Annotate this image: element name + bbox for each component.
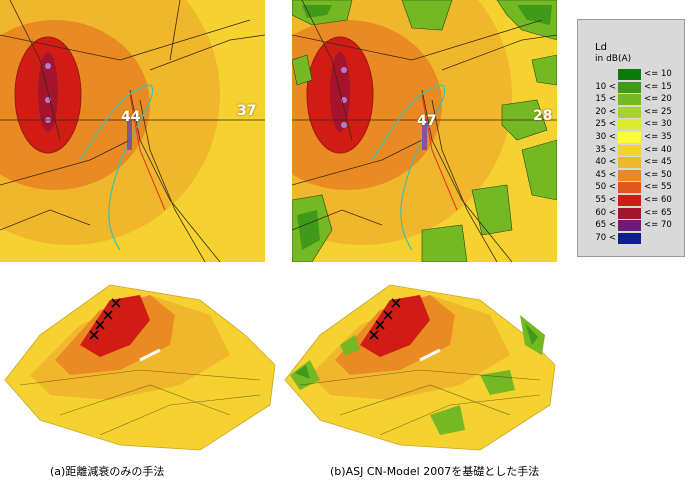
legend-row-lo: 55 <	[595, 195, 616, 205]
legend-title: Ld	[595, 42, 607, 53]
map-left-label-right: 37	[237, 103, 257, 119]
caption-left: (a)距離減衰のみの手法	[50, 465, 165, 478]
legend-swatch	[618, 81, 641, 93]
map-right-label-center: 47	[417, 113, 437, 129]
legend-swatch	[618, 195, 641, 206]
legend-row-hi: <= 35	[644, 132, 672, 142]
legend-swatch	[618, 207, 641, 219]
legend-row: 45 < <= 50	[578, 169, 686, 181]
legend-row: 50 < <= 55	[578, 181, 686, 194]
legend-row-lo: 40 <	[595, 157, 616, 168]
legend-row-lo: 65 <	[595, 220, 616, 231]
legend-row-lo: 15 <	[595, 94, 616, 105]
terrain-3d-left	[0, 275, 280, 455]
legend-swatch	[618, 106, 641, 118]
legend-row: 15 < <= 20	[578, 93, 686, 106]
legend-row: 60 < <= 65	[578, 207, 686, 219]
legend-swatch	[618, 119, 641, 131]
legend-swatch	[618, 157, 641, 169]
map-right-label-right: 28	[533, 108, 553, 124]
legend-row-lo: 30 <	[595, 132, 616, 142]
legend-row: <= 10	[578, 68, 686, 80]
legend-row-hi: <= 25	[644, 106, 672, 117]
legend-row-lo: 50 <	[595, 182, 616, 193]
map-left-label-center: 44	[121, 109, 141, 125]
noise-map-left: 44 37	[0, 0, 265, 262]
legend-row-hi: <= 50	[644, 169, 672, 180]
legend-swatch	[618, 220, 641, 232]
legend-row: 35 < <= 40	[578, 144, 686, 156]
legend-row: 55 < <= 60	[578, 194, 686, 206]
legend-swatch	[618, 232, 641, 244]
legend-swatch	[618, 144, 641, 156]
legend-row-hi: <= 30	[644, 119, 672, 130]
legend-row-hi: <= 20	[644, 94, 672, 105]
legend-row-hi: <= 55	[644, 182, 672, 193]
legend-row: 65 < <= 70	[578, 219, 686, 232]
legend-swatch	[618, 94, 641, 106]
legend-swatch	[618, 182, 641, 194]
legend-swatch	[618, 69, 641, 80]
legend-swatch	[618, 132, 641, 143]
legend-row-lo: 45 <	[595, 169, 616, 180]
legend-row: 10 < <= 15	[578, 81, 686, 93]
legend-row-hi: <= 15	[644, 81, 672, 92]
terrain-3d-right	[280, 275, 560, 455]
legend-row-lo: 70 <	[595, 232, 616, 243]
legend-row: 20 < <= 25	[578, 106, 686, 118]
legend-row: 30 < <= 35	[578, 131, 686, 143]
legend-row-hi: <= 65	[644, 207, 672, 218]
legend-row-hi: <= 40	[644, 144, 672, 155]
legend-unit: in dB(A)	[595, 54, 632, 64]
caption-right: (b)ASJ CN-Model 2007を基礎とした手法	[330, 465, 540, 478]
noise-legend: Ld in dB(A) <= 10 10 < <= 15 15 < <= 20 20 < <…	[577, 19, 685, 257]
legend-row-hi: <= 10	[644, 69, 672, 79]
legend-row-lo: 10 <	[595, 81, 616, 92]
noise-map-right: 47 28	[292, 0, 557, 262]
legend-row-lo: 35 <	[595, 144, 616, 155]
legend-row: 25 < <= 30	[578, 118, 686, 131]
legend-row-lo: 20 <	[595, 106, 616, 117]
legend-row-lo: 60 <	[595, 207, 616, 218]
legend-row-hi: <= 70	[644, 220, 672, 231]
legend-row: 40 < <= 45	[578, 156, 686, 169]
legend-row: 70 <	[578, 232, 686, 244]
legend-swatch	[618, 169, 641, 181]
legend-row-hi: <= 60	[644, 195, 672, 205]
legend-row-lo: 25 <	[595, 119, 616, 130]
legend-row-hi: <= 45	[644, 157, 672, 168]
